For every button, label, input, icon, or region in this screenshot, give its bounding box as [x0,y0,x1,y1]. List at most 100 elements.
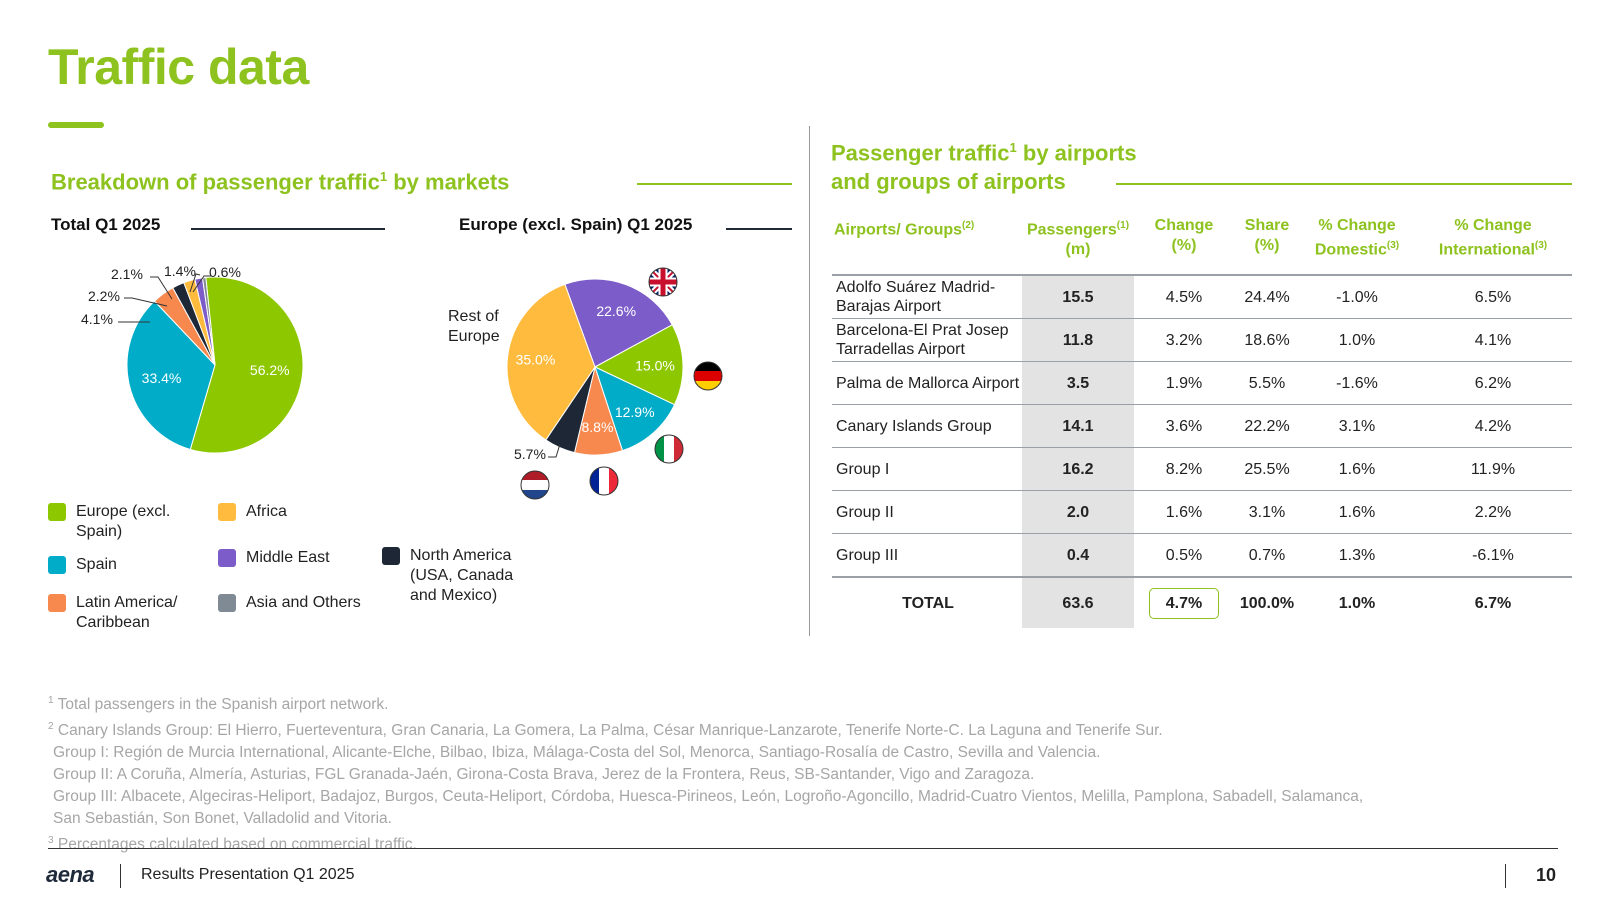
table-row: Group III 0.4 0.5% 0.7% 1.3% -6.1% [832,533,1572,578]
col-change: Change (%) [1134,212,1234,277]
europe-pie-slice-label: 12.9% [615,404,655,420]
legend-swatch [48,594,66,612]
footnote-3: 3 Percentages calculated based on commer… [48,835,417,854]
col-airports: Airports/ Groups(2) [832,212,1022,277]
total-change: 4.7% [1134,576,1234,629]
legend-europe: Europe (excl. Spain) [48,502,198,542]
passengers-value: 11.8 [1022,318,1134,363]
total-pie-leaders [118,273,212,323]
europe-pie-slice-label: 35.0% [516,352,556,368]
label-north-america-pct: 2.2% [88,288,120,304]
passengers-value: 0.4 [1022,533,1134,578]
total-title-rule [191,228,385,230]
legend-swatch [48,503,66,521]
label-latam-pct: 4.1% [81,311,113,327]
footer-separator [120,864,121,888]
page-title: Traffic data [48,39,309,95]
europe-pie-slice-label: 15.0% [635,357,675,373]
airports-section-title: Passenger traffic1 by airports and group… [831,140,1137,195]
change-international-value: 2.2% [1414,490,1572,535]
table-header-row: Airports/ Groups(2) Passengers(1) (m) Cha… [832,212,1572,277]
change-international-value: 11.9% [1414,447,1572,492]
europe-pie-slice [593,324,684,406]
change-domestic-value: -1.6% [1300,361,1414,406]
col-share: Share (%) [1234,212,1300,277]
europe-title-rule [726,228,792,230]
label-asia-pct: 0.6% [209,264,241,280]
change-domestic-value: 1.6% [1300,447,1414,492]
airports-title-rule [1116,183,1572,185]
change-value: 3.2% [1134,318,1234,363]
uk-flag-icon [648,267,678,297]
total-pie-slice-label: 56.2% [250,362,290,378]
change-domestic-value: 3.1% [1300,404,1414,449]
markets-section-title: Breakdown of passenger traffic1 by marke… [51,169,510,195]
europe-chart-title: Europe (excl. Spain) Q1 2025 [459,215,693,234]
change-value: 0.5% [1134,533,1234,578]
legend-swatch [48,556,66,574]
airport-name: Group I [832,447,1022,492]
change-domestic-value: 1.6% [1300,490,1414,535]
table-row: Canary Islands Group 14.1 3.6% 22.2% 3.1% 4.2… [832,404,1572,449]
section-divider [809,126,810,636]
total-pie-chart: 56.2% 33.4% [126,276,304,454]
airport-name: Barcelona-El Prat Josep Tarradellas Airp… [832,318,1022,363]
label-africa-pct: 2.1% [111,266,143,282]
legend-spain: Spain [48,555,117,575]
total-label: TOTAL [832,576,1022,629]
table-row: Adolfo Suárez Madrid-Barajas Airport 15.5… [832,275,1572,320]
total-pie-slice [126,300,216,451]
aena-logo: aena [46,862,95,887]
airport-name: Palma de Mallorca Airport [832,361,1022,406]
table-row: Group I 16.2 8.2% 25.5% 1.6% 11.9% [832,447,1572,492]
share-value: 3.1% [1234,490,1300,535]
legend-africa: Africa [218,502,287,522]
europe-pie-leaders [548,443,561,458]
legend-swatch [382,547,400,565]
footnote-group3-cont: San Sebastián, Son Bonet, Valladolid and… [53,810,392,828]
change-domestic-value: 1.3% [1300,533,1414,578]
share-value: 5.5% [1234,361,1300,406]
footnote-group3: Group III: Albacete, Algeciras-Heliport,… [53,788,1364,806]
germany-flag-icon [693,361,723,391]
total-passengers: 63.6 [1022,576,1134,629]
legend-asia: Asia and Others [218,593,361,613]
change-value: 1.9% [1134,361,1234,406]
change-domestic-value: 1.0% [1300,318,1414,363]
airports-table: Airports/ Groups(2) Passengers(1) (m) Cha… [832,212,1572,629]
legend-swatch [218,549,236,567]
change-international-value: 6.5% [1414,275,1572,320]
footnote-2: 2 Canary Islands Group: El Hierro, Fuert… [48,721,1163,740]
label-middle-east-pct: 1.4% [164,263,196,279]
passengers-value: 3.5 [1022,361,1134,406]
europe-pie-slice [564,278,673,368]
airport-name: Adolfo Suárez Madrid-Barajas Airport [832,275,1022,320]
total-change-domestic: 1.0% [1300,576,1414,629]
share-value: 24.4% [1234,275,1300,320]
total-pie-slice-label: 33.4% [142,370,182,386]
europe-pie-slice-label: 22.6% [596,303,636,319]
table-total-row: TOTAL 63.6 4.7% 100.0% 1.0% 6.7% [832,576,1572,629]
title-underline [48,122,104,128]
table-row: Palma de Mallorca Airport 3.5 1.9% 5.5% -1.6… [832,361,1572,406]
passengers-value: 2.0 [1022,490,1134,535]
passengers-value: 15.5 [1022,275,1134,320]
label-netherlands-pct: 5.7% [514,446,546,462]
passengers-value: 14.1 [1022,404,1134,449]
legend-swatch [218,594,236,612]
total-share: 100.0% [1234,576,1300,629]
share-value: 18.6% [1234,318,1300,363]
europe-pie-chart: 22.6% 15.0% 12.9%8.8% 35.0% [506,278,684,456]
col-passengers: Passengers(1) (m) [1022,212,1134,277]
col-change-domestic: % Change Domestic(3) [1300,212,1414,277]
airport-name: Group III [832,533,1022,578]
airport-name: Group II [832,490,1022,535]
airport-name: Canary Islands Group [832,404,1022,449]
table-row: Group II 2.0 1.6% 3.1% 1.6% 2.2% [832,490,1572,535]
share-value: 22.2% [1234,404,1300,449]
legend-north-america: North America (USA, Canada and Mexico) [382,546,532,606]
france-flag-icon [589,466,619,496]
markets-title-rule [637,183,792,185]
change-value: 3.6% [1134,404,1234,449]
presentation-title: Results Presentation Q1 2025 [141,866,355,883]
